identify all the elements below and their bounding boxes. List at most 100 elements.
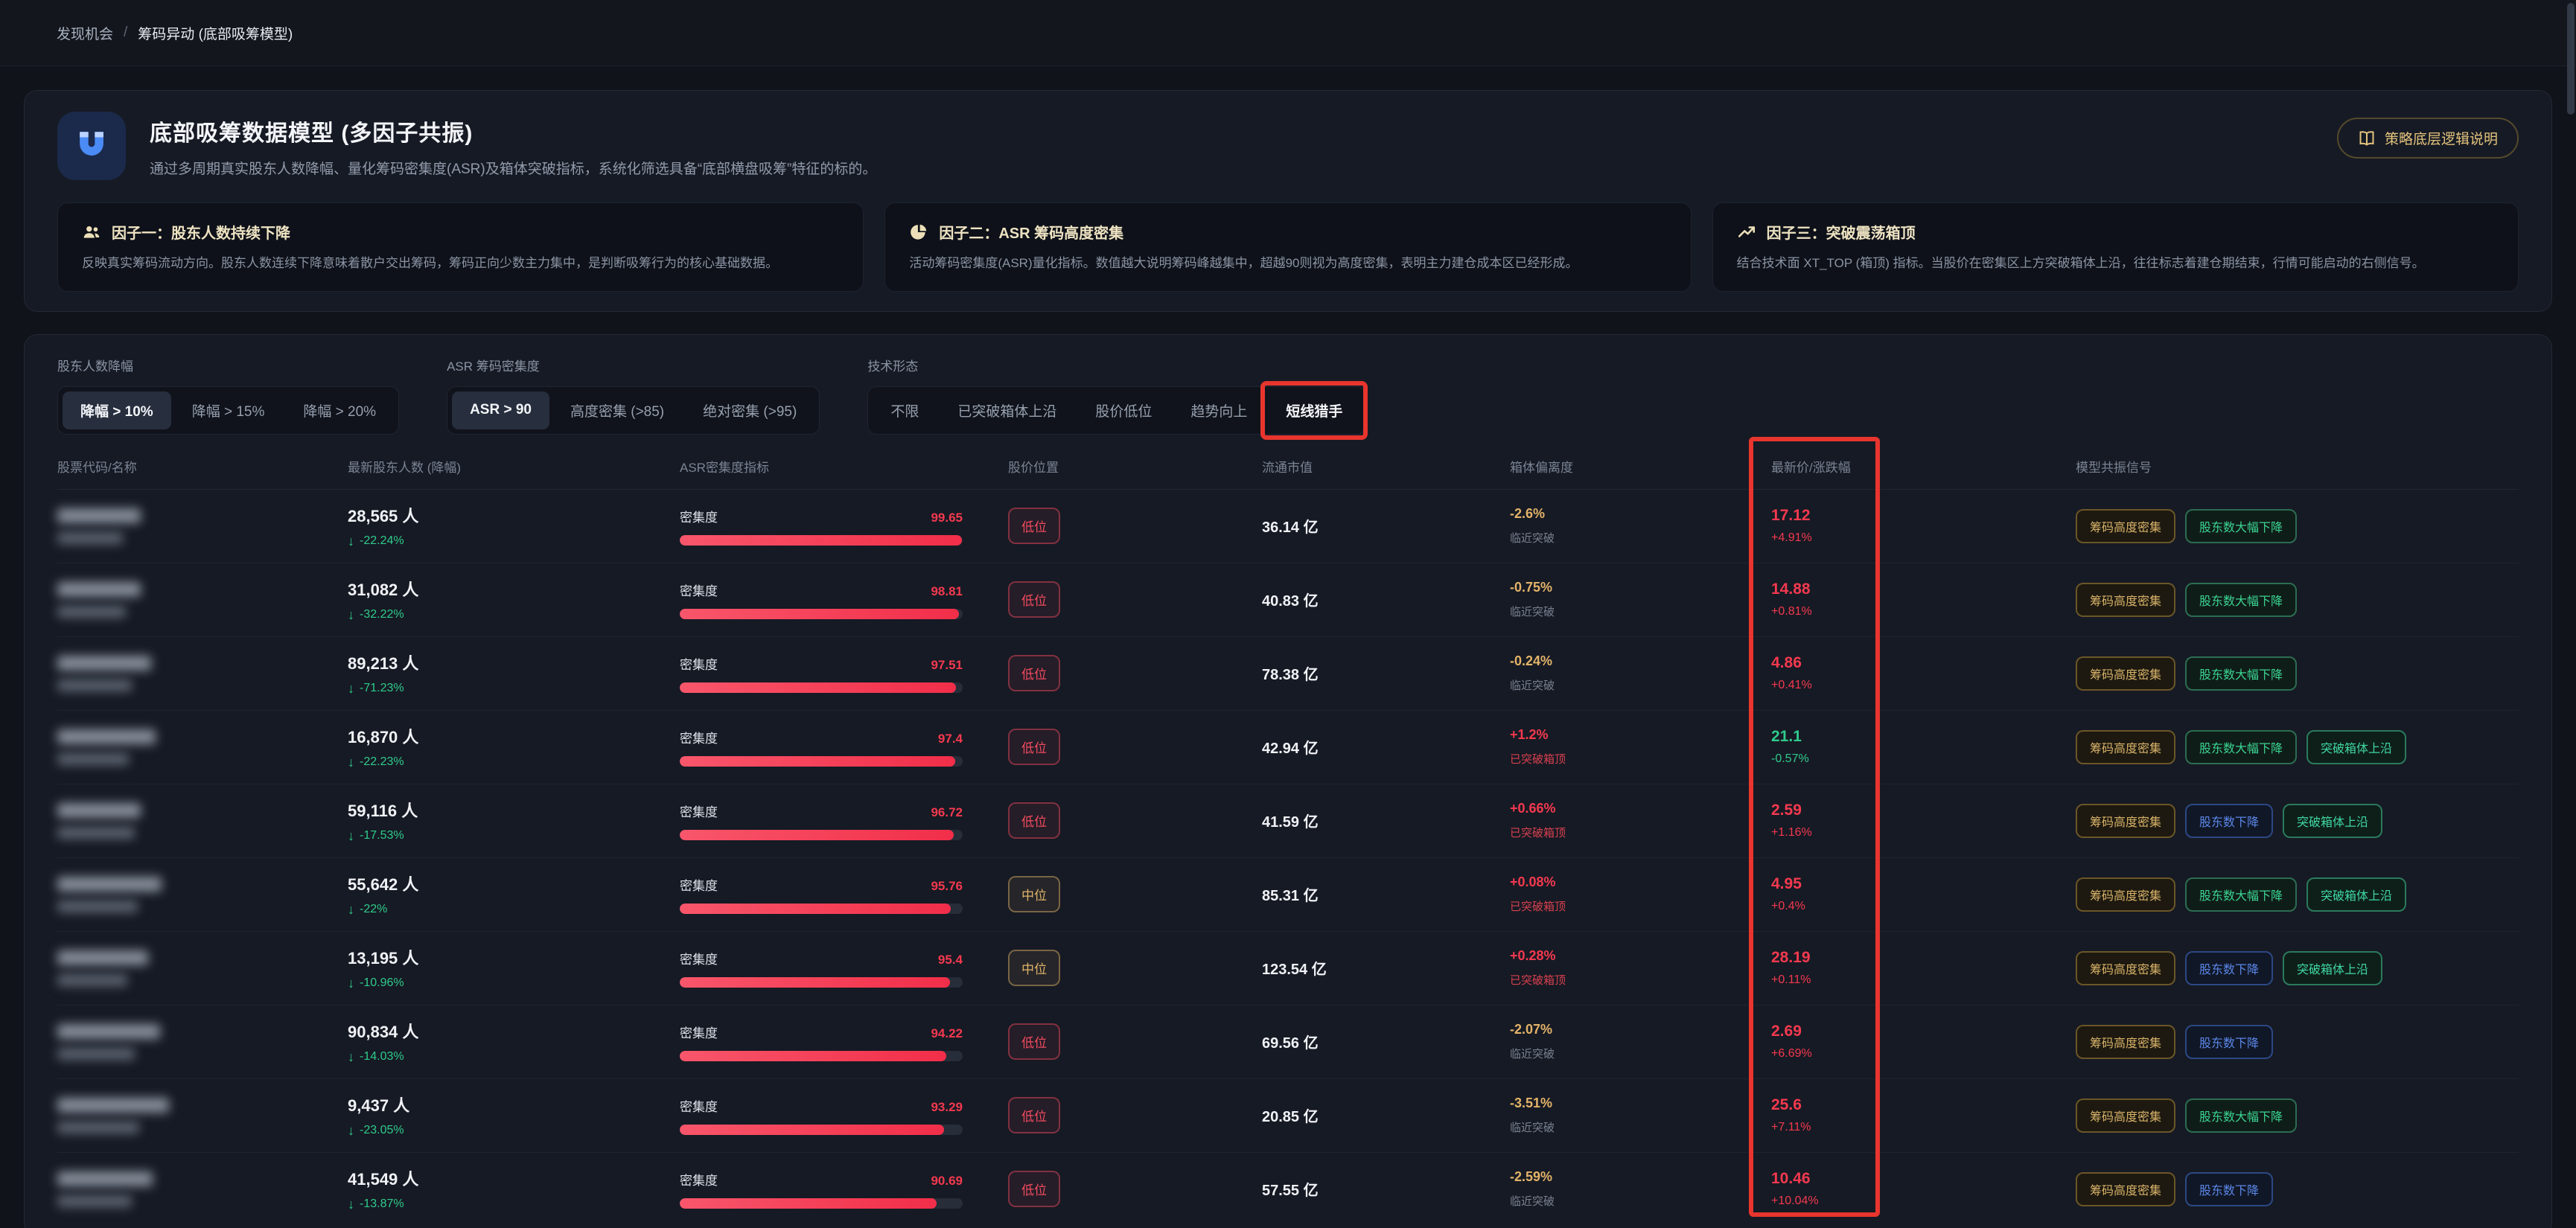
table-row[interactable]: 41,549 人 ↓ -13.87% 密集度 90.69 低位 57.55 亿 -2.59% 临… <box>57 1153 2519 1226</box>
stock-name-blur <box>57 655 151 671</box>
price-change: +1.16% <box>1771 826 1812 840</box>
stock-code-blur <box>57 1121 139 1133</box>
stock-code-blur <box>57 1195 132 1207</box>
signal-tag-green: 股东数大幅下降 <box>2185 508 2298 543</box>
latest-price: 28.19 <box>1771 949 1811 967</box>
filter-option-1-2[interactable]: 绝对密集 (>95) <box>685 391 814 429</box>
position-badge: 低位 <box>1008 1097 1060 1134</box>
filter-option-2-1[interactable]: 已突破箱体上沿 <box>940 391 1074 429</box>
holder-count: 16,870 人 <box>348 727 419 746</box>
deviation-note: 已突破箱顶 <box>1510 827 1566 840</box>
filter-option-2-2[interactable]: 股价低位 <box>1077 391 1170 429</box>
latest-price-cell: 4.95 +0.4% <box>1771 875 2076 913</box>
deviation-note: 临近突破 <box>1510 1195 1555 1209</box>
asr-progress-track <box>680 755 963 767</box>
filter-option-wrap: 降幅 > 20% <box>285 391 394 429</box>
holder-change: ↓ -22.24% <box>348 534 680 549</box>
holder-count: 59,116 人 <box>348 801 418 820</box>
market-cap: 78.38 亿 <box>1262 667 1319 684</box>
deviation-value: +1.2% <box>1510 727 1549 743</box>
signal-tag-gold: 筹码高度密集 <box>2076 656 2176 691</box>
asr-header: 密集度 93.29 <box>680 1096 963 1115</box>
asr-label: 密集度 <box>680 510 718 525</box>
strategy-doc-label: 策略底层逻辑说明 <box>2384 132 2498 147</box>
column-header-4: 流通市值 <box>1262 460 1313 475</box>
holder-change: ↓ -22.23% <box>348 755 680 770</box>
filter-option-1-0[interactable]: ASR > 90 <box>452 391 549 429</box>
table-row[interactable]: 28,565 人 ↓ -22.24% 密集度 99.65 低位 36.14 亿 -2.6% 临近… <box>57 490 2519 563</box>
scrollbar[interactable] <box>2567 0 2575 1228</box>
holder-change-value: -22.24% <box>360 534 404 548</box>
signal-tag-gold: 筹码高度密集 <box>2076 877 2176 912</box>
signal-tag-green: 股东数大幅下降 <box>2185 877 2298 912</box>
model-header-panel: 底部吸筹数据模型 (多因子共振) 通过多周期真实股东人数降幅、量化筹码密集度(A… <box>24 90 2552 312</box>
filter-option-2-3[interactable]: 趋势向上 <box>1173 391 1265 429</box>
strategy-doc-button[interactable]: 策略底层逻辑说明 <box>2336 118 2519 159</box>
box-deviation-cell: +1.2% 已突破箱顶 <box>1510 727 1771 767</box>
asr-progress-track <box>680 1050 963 1061</box>
down-arrow-icon: ↓ <box>348 533 354 549</box>
table-row[interactable]: 59,116 人 ↓ -17.53% 密集度 96.72 低位 41.59 亿 +0.66% 已… <box>57 784 2519 858</box>
price-change: +0.11% <box>1771 973 1811 987</box>
signal-tag-teal: 突破箱体上沿 <box>2283 803 2383 838</box>
column-header-5: 箱体偏离度 <box>1510 460 1573 475</box>
holder-count: 41,549 人 <box>348 1169 419 1189</box>
position-badge: 低位 <box>1008 729 1060 766</box>
signal-tag-blue: 股东数下降 <box>2185 950 2274 985</box>
table-row[interactable]: 55,642 人 ↓ -22% 密集度 95.76 中位 85.31 亿 +0.08% 已突破箱… <box>57 858 2519 932</box>
asr-progress-track <box>680 903 963 914</box>
asr-cell: 密集度 97.4 <box>680 728 963 767</box>
filter-option-0-0[interactable]: 降幅 > 10% <box>63 391 171 429</box>
latest-price: 14.88 <box>1771 581 1811 598</box>
signal-tags: 筹码高度密集 股东数大幅下降 突破箱体上沿 <box>2076 877 2519 912</box>
holder-count-cell: 90,834 人 ↓ -14.03% <box>348 1019 680 1065</box>
asr-progress-fill <box>680 534 962 546</box>
down-arrow-icon: ↓ <box>348 1122 354 1138</box>
filter-option-wrap: 绝对密集 (>95) <box>685 391 814 429</box>
asr-progress-fill <box>680 829 954 840</box>
scrollbar-thumb[interactable] <box>2567 3 2575 115</box>
holder-change-value: -22% <box>360 903 388 916</box>
asr-cell: 密集度 95.76 <box>680 875 963 914</box>
filter-option-1-1[interactable]: 高度密集 (>85) <box>552 391 682 429</box>
table-row[interactable]: 31,082 人 ↓ -32.22% 密集度 98.81 低位 40.83 亿 -0.75% 临… <box>57 563 2519 637</box>
table-row[interactable]: 9,437 人 ↓ -23.05% 密集度 93.29 低位 20.85 亿 -3.51% 临近… <box>57 1079 2519 1153</box>
price-position-cell: 中位 <box>1008 876 1262 913</box>
position-badge: 低位 <box>1008 1171 1060 1208</box>
holder-count-cell: 16,870 人 ↓ -22.23% <box>348 724 680 770</box>
latest-price: 2.59 <box>1771 802 1802 819</box>
users-icon <box>82 223 101 242</box>
stock-name-blur <box>57 1097 169 1113</box>
filter-option-group: 降幅 > 10% 降幅 > 15% 降幅 > 20% <box>57 386 400 435</box>
breadcrumb: 发现机会 / 筹码异动 (底部吸筹模型) <box>0 0 2576 66</box>
filter-option-2-0[interactable]: 不限 <box>873 391 937 429</box>
price-change: +7.11% <box>1771 1121 1811 1134</box>
price-position-cell: 低位 <box>1008 1097 1262 1134</box>
price-change: +0.4% <box>1771 900 1805 913</box>
holder-count: 13,195 人 <box>348 948 419 968</box>
latest-price: 17.12 <box>1771 507 1811 525</box>
market-cap: 85.31 亿 <box>1262 888 1319 905</box>
filter-option-0-2[interactable]: 降幅 > 20% <box>285 391 394 429</box>
breadcrumb-section[interactable]: 发现机会 <box>57 26 114 42</box>
table-row[interactable]: 13,195 人 ↓ -10.96% 密集度 95.4 中位 123.54 亿 +0.28% 已… <box>57 932 2519 1005</box>
signal-tag-gold: 筹码高度密集 <box>2076 803 2176 838</box>
signal-tag-gold: 筹码高度密集 <box>2076 729 2176 764</box>
price-position-cell: 低位 <box>1008 1171 1262 1208</box>
page-title: 底部吸筹数据模型 (多因子共振) <box>150 121 474 146</box>
table-row[interactable]: 90,834 人 ↓ -14.03% 密集度 94.22 低位 69.56 亿 -2.07% 临… <box>57 1005 2519 1079</box>
filter-option-wrap: 高度密集 (>85) <box>552 391 682 429</box>
box-deviation-cell: -2.6% 临近突破 <box>1510 506 1771 546</box>
table-row[interactable]: 16,870 人 ↓ -22.23% 密集度 97.4 低位 42.94 亿 +1.2% 已突破… <box>57 711 2519 784</box>
asr-cell: 密集度 96.72 <box>680 802 963 840</box>
price-position-cell: 中位 <box>1008 950 1262 987</box>
market-cap: 42.94 亿 <box>1262 741 1319 758</box>
filter-option-2-4[interactable]: 短线猎手 <box>1268 391 1360 429</box>
holder-count-cell: 28,565 人 ↓ -22.24% <box>348 503 680 549</box>
asr-value: 90.69 <box>931 1173 963 1188</box>
filter-option-0-1[interactable]: 降幅 > 15% <box>174 391 283 429</box>
stock-name-redacted <box>57 802 348 839</box>
table-row[interactable]: 89,213 人 ↓ -71.23% 密集度 97.51 低位 78.38 亿 -0.24% 临… <box>57 637 2519 711</box>
holder-change-value: -22.23% <box>360 755 404 769</box>
asr-progress-track <box>680 1124 963 1135</box>
